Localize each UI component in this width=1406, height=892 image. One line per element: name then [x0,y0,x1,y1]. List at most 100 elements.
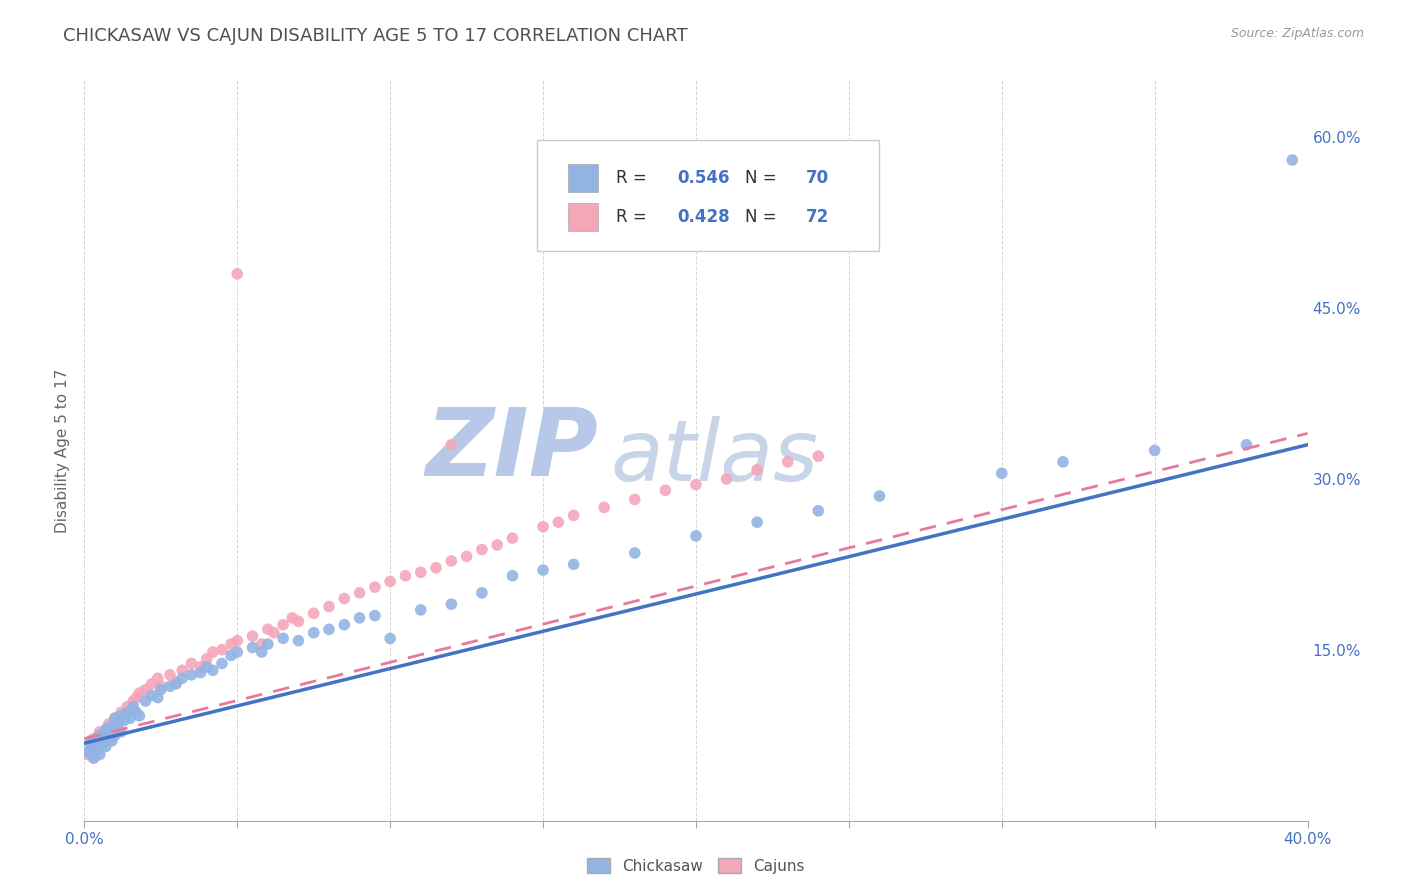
Point [122,694,145,708]
Point [112,714,135,728]
Point [115,699,138,714]
Point [159,679,181,693]
Point [91,731,114,746]
Point [76,745,98,759]
Point [104,720,127,734]
Point [104,711,127,725]
Point [211,657,233,671]
Point [257,622,280,636]
Point [101,724,124,739]
Point [281,611,304,625]
Text: R =: R = [616,208,652,226]
Text: 70: 70 [806,169,830,187]
Point [159,668,181,682]
Point [226,267,249,281]
Point [89,747,111,762]
Point [1143,443,1166,458]
Point [1281,153,1303,167]
Text: Source: ZipAtlas.com: Source: ZipAtlas.com [1230,27,1364,40]
Point [94,723,117,737]
Point [380,574,402,589]
Point [83,736,105,750]
Point [502,568,524,582]
Point [135,682,157,697]
Point [97,728,120,742]
Bar [568,164,598,193]
Point [471,586,494,600]
Point [180,668,202,682]
Text: N =: N = [745,208,782,226]
Point [226,645,249,659]
Point [104,728,127,742]
Point [250,645,273,659]
Point [97,720,120,734]
Point [83,751,105,765]
Point [807,504,830,518]
Point [141,689,163,703]
Point [531,520,554,534]
Point [364,580,387,594]
Point [226,633,249,648]
Point [685,477,707,491]
Point [562,508,585,523]
Point [91,731,114,746]
Point [110,724,132,739]
Point [91,736,114,750]
Point [190,665,212,680]
Point [716,472,738,486]
Point [125,706,148,720]
Point [120,702,142,716]
Point [128,709,150,723]
Point [409,603,432,617]
Bar [568,202,598,231]
Point [195,660,218,674]
Point [180,657,202,671]
Point [94,739,117,754]
Point [624,546,647,560]
Point [172,671,194,685]
Point [991,467,1014,481]
Point [79,736,101,750]
Point [89,724,111,739]
Point [146,671,169,685]
Point [349,611,371,625]
Point [146,690,169,705]
Point [807,449,830,463]
Point [101,724,124,739]
Point [409,566,432,580]
Point [86,743,108,757]
Point [97,716,120,731]
Point [624,492,647,507]
Point [349,586,371,600]
Point [440,597,463,611]
Point [685,529,707,543]
Point [486,538,509,552]
Point [747,515,769,529]
Point [110,709,132,723]
Point [201,645,224,659]
Text: 72: 72 [806,208,830,226]
Point [654,483,676,498]
Point [141,677,163,691]
Point [776,455,799,469]
Point [1052,455,1074,469]
Point [97,734,120,748]
Point [125,690,148,705]
Point [149,679,172,693]
Point [287,633,309,648]
Point [333,617,356,632]
Point [242,629,264,643]
Point [531,563,554,577]
Point [364,608,387,623]
Point [394,568,416,582]
Point [79,739,101,754]
Text: atlas: atlas [610,417,818,500]
Point [115,706,138,720]
Point [135,694,157,708]
Point [219,637,242,651]
Point [120,711,142,725]
Point [547,515,569,529]
Point [107,714,129,728]
Text: ZIP: ZIP [425,404,598,497]
Point [562,558,585,572]
